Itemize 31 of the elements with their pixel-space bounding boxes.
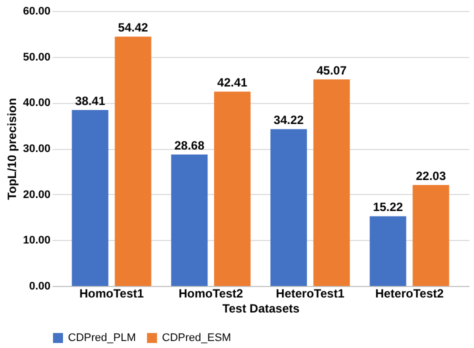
x-axis-title: Test Datasets [222, 302, 300, 316]
data-label: 45.07 [316, 63, 347, 78]
bar [114, 36, 152, 286]
y-tick-label: 10.00 [22, 234, 50, 247]
data-label: 54.42 [118, 20, 148, 35]
bar [313, 79, 350, 286]
bar [171, 154, 208, 286]
data-label: 42.41 [217, 76, 248, 90]
y-tick-label: 0.00 [29, 280, 50, 292]
x-tick-label: HomoTest1 [79, 286, 144, 300]
bar [412, 185, 450, 286]
x-tick-label: HomoTest2 [178, 286, 244, 300]
data-label: 34.22 [274, 113, 304, 128]
legend-label: CDPred_ESM [162, 332, 232, 344]
y-tick-label: 30.00 [22, 143, 50, 155]
y-axis-title: TopL/10 precision [4, 98, 19, 200]
data-label: 38.41 [75, 94, 106, 108]
bar [270, 129, 307, 286]
x-tick-label: HeteroTest2 [375, 286, 444, 300]
y-tick-label: 40.00 [22, 97, 50, 110]
data-label: 28.68 [174, 138, 205, 153]
data-label: 15.22 [372, 200, 404, 214]
legend-label: CDPred_PLM [68, 332, 136, 344]
y-tick-label: 20.00 [22, 188, 50, 201]
x-tick-label: HeteroTest1 [276, 286, 345, 300]
data-label: 22.03 [416, 169, 446, 184]
bar [214, 92, 251, 286]
y-tick-label: 50.00 [22, 51, 50, 64]
bar [370, 216, 406, 286]
y-tick-label: 60.00 [22, 6, 50, 18]
bar [72, 110, 108, 286]
